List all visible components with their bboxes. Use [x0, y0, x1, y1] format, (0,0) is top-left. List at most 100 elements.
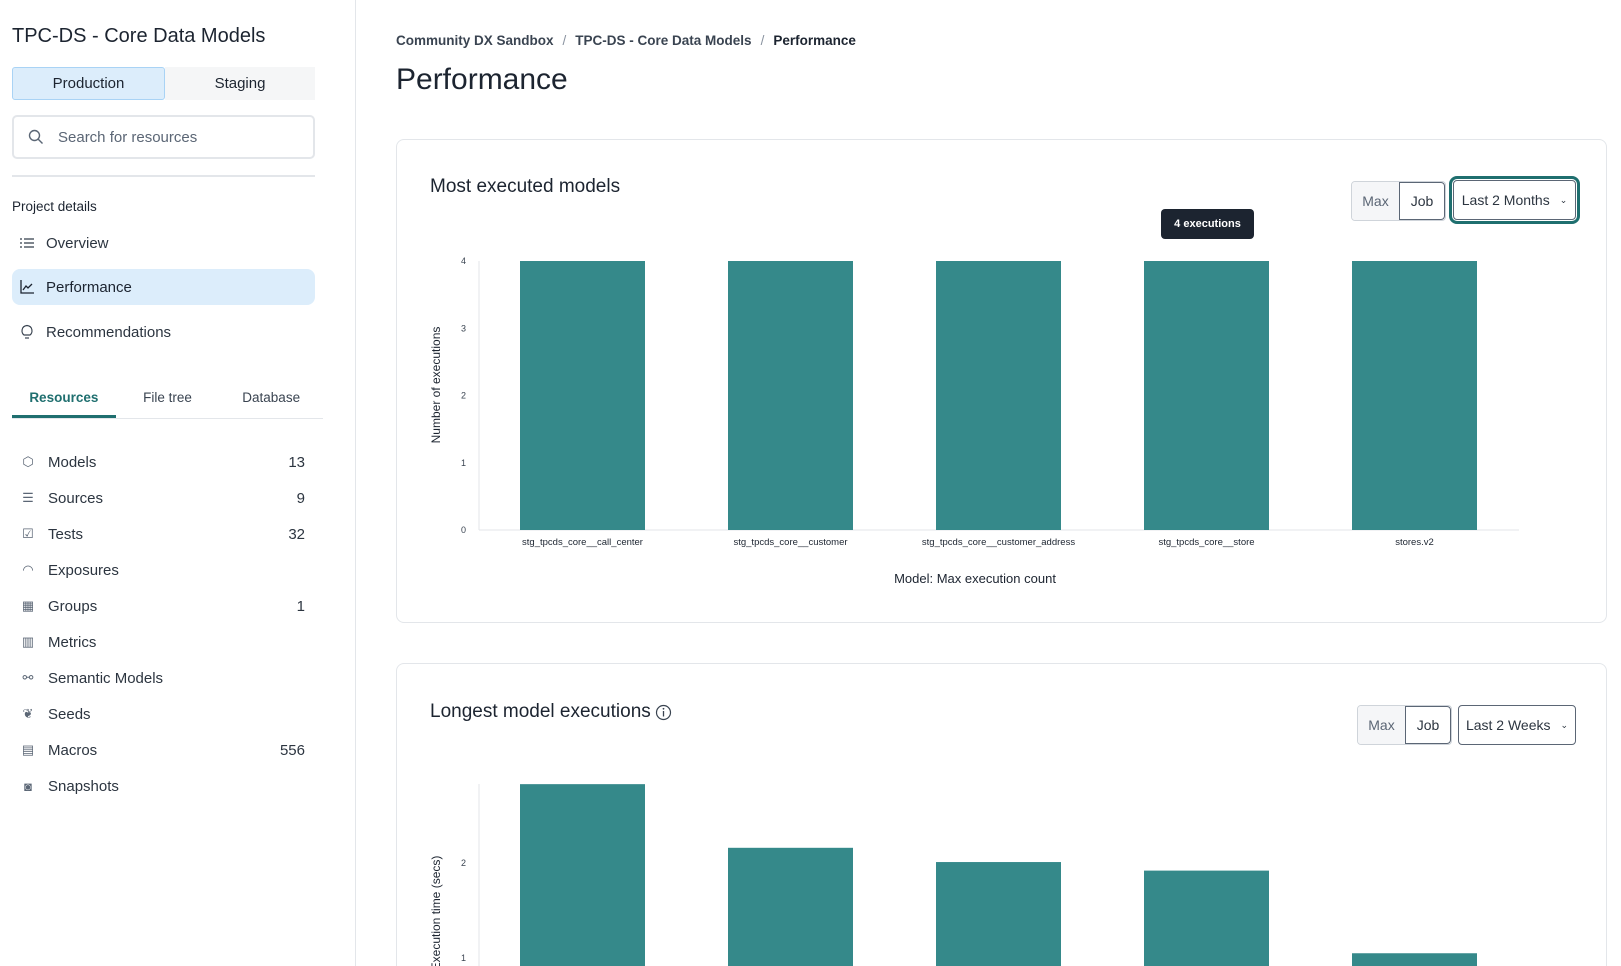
bar [1352, 953, 1477, 966]
resource-label: Groups [48, 597, 98, 615]
env-tab-staging[interactable]: Staging [165, 67, 315, 100]
x-axis-title: Model: Max execution count [894, 571, 1056, 586]
bar [936, 862, 1061, 966]
bar-chart-icon: ▥ [21, 634, 35, 649]
chart-tooltip: 4 executions [1161, 209, 1254, 239]
sidebar-item-groups[interactable]: ▦ Groups 1 [20, 591, 305, 621]
chevron-down-icon: ⌄ [1559, 194, 1568, 205]
x-tick-label: stg_tpcds_core__store [1158, 537, 1254, 548]
breadcrumb-current: Performance [773, 33, 856, 48]
camera-icon: ◙ [24, 778, 32, 794]
search-input[interactable]: Search for resources [12, 115, 315, 159]
sidebar-item-macros[interactable]: ▤ Macros 556 [20, 735, 305, 765]
clipboard-check-icon: ☑ [22, 526, 34, 541]
bar [728, 847, 853, 966]
cube-icon: ⬡ [22, 454, 34, 469]
sidebar-item-semantic-models[interactable]: ⚯ Semantic Models [20, 663, 305, 693]
search-icon [28, 129, 43, 144]
tab-database[interactable]: Database [242, 390, 301, 405]
breadcrumb: Community DX Sandbox / TPC-DS - Core Data… [396, 33, 856, 48]
toggle-max[interactable]: Max [1352, 182, 1399, 220]
y-axis-title: Number of executions [429, 327, 443, 444]
toggle-max[interactable]: Max [1358, 706, 1405, 744]
tab-resources[interactable]: Resources [12, 385, 116, 418]
longest-executions-chart: 1 2 Execution time (secs) [429, 784, 1477, 966]
resource-count: 13 [288, 453, 305, 471]
resource-count: 556 [279, 741, 305, 759]
nav-recommendations[interactable]: Recommendations [12, 314, 315, 350]
resource-count: 1 [296, 597, 305, 615]
card-title: Longest model executions [430, 701, 651, 722]
y-tick-label: 2 [461, 391, 466, 401]
resource-label: Exposures [48, 561, 119, 579]
x-tick-label: stg_tpcds_core__customer [733, 537, 847, 548]
page-title: Performance [396, 63, 568, 96]
list-icon [20, 238, 34, 248]
sidebar-item-models[interactable]: ⬡ Models 13 [20, 447, 305, 477]
max-job-toggle: Max Job [1357, 705, 1452, 745]
most-executed-chart: 0 1 2 3 4 stg_tpcds_core__call_center stg_tpcd… [429, 256, 1519, 586]
resource-label: Semantic Models [48, 669, 164, 687]
gauge-icon: ◠ [22, 562, 34, 577]
chart-line-icon [20, 280, 34, 294]
tab-file-tree[interactable]: File tree [143, 390, 192, 405]
y-tick-label: 1 [461, 458, 466, 468]
y-tick-label: 1 [461, 953, 466, 963]
bar [1144, 261, 1269, 530]
y-axis-title: Execution time (secs) [429, 856, 443, 966]
card-title: Most executed models [430, 176, 621, 197]
info-icon[interactable] [655, 704, 672, 721]
resource-label: Macros [48, 741, 98, 759]
range-dropdown[interactable]: Last 2 Months ⌄ [1449, 176, 1580, 224]
nav-overview[interactable]: Overview [12, 225, 315, 261]
y-tick-label: 4 [461, 256, 466, 266]
y-tick-label: 0 [461, 525, 466, 535]
breadcrumb-item[interactable]: Community DX Sandbox [396, 33, 554, 48]
nav-label: Performance [46, 278, 132, 296]
nav-performance[interactable]: Performance [12, 269, 315, 305]
lightbulb-icon [21, 324, 33, 339]
nav-label: Overview [46, 234, 109, 252]
bar [1144, 870, 1269, 966]
sidebar-item-seeds[interactable]: ❦ Seeds [20, 699, 305, 729]
sidebar-item-snapshots[interactable]: ◙ Snapshots [20, 771, 305, 801]
bar [520, 784, 645, 966]
bar [1352, 261, 1477, 530]
grid-icon: ▦ [21, 598, 35, 613]
bar [936, 261, 1061, 530]
x-tick-label: stg_tpcds_core__customer_address [922, 537, 1075, 548]
sidebar-item-metrics[interactable]: ▥ Metrics [20, 627, 305, 657]
sidebar-item-sources[interactable]: ☰ Sources 9 [20, 483, 305, 513]
nav-label: Recommendations [46, 323, 172, 341]
y-tick-label: 2 [461, 858, 466, 868]
toggle-job[interactable]: Job [1399, 182, 1445, 220]
sidebar: TPC-DS - Core Data Models Production Sta… [0, 0, 356, 966]
range-value: Last 2 Months [1461, 192, 1550, 208]
x-tick-label: stores.v2 [1395, 537, 1434, 548]
resource-label: Seeds [48, 705, 91, 723]
document-icon: ▤ [21, 742, 35, 757]
project-title: TPC-DS - Core Data Models [12, 25, 266, 47]
resource-label: Metrics [48, 633, 97, 651]
range-value: Last 2 Weeks [1465, 717, 1551, 733]
max-job-toggle: Max Job [1351, 181, 1446, 221]
search-placeholder: Search for resources [58, 128, 198, 146]
resource-label: Models [48, 453, 97, 471]
resource-label: Tests [48, 525, 84, 543]
resource-tabs: Resources File tree Database [12, 385, 323, 419]
bar [520, 261, 645, 530]
resource-label: Sources [48, 489, 104, 507]
bar [728, 261, 853, 530]
section-label: Project details [12, 199, 97, 214]
toggle-job[interactable]: Job [1405, 706, 1451, 744]
x-tick-label: stg_tpcds_core__call_center [522, 537, 643, 548]
breadcrumb-item[interactable]: TPC-DS - Core Data Models [575, 33, 752, 48]
database-icon: ☰ [22, 490, 34, 505]
chevron-down-icon: ⌄ [1560, 719, 1569, 730]
env-tab-production[interactable]: Production [12, 67, 165, 100]
nodes-icon: ⚯ [22, 670, 34, 685]
sidebar-item-tests[interactable]: ☑ Tests 32 [20, 519, 305, 549]
resource-label: Snapshots [48, 777, 119, 795]
range-dropdown[interactable]: Last 2 Weeks ⌄ [1458, 705, 1576, 745]
sidebar-item-exposures[interactable]: ◠ Exposures [20, 555, 305, 585]
